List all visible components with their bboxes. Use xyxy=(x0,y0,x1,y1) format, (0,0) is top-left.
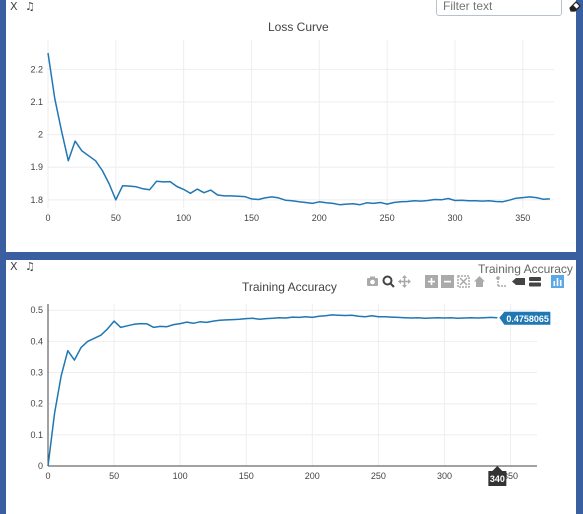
x-tick-label: 150 xyxy=(244,213,259,223)
x-tick-label: 100 xyxy=(173,471,188,481)
zoom-in-icon[interactable] xyxy=(425,274,438,288)
autoscale-icon[interactable] xyxy=(457,274,470,288)
hover-x-text: 340 xyxy=(490,474,505,484)
y-tick-label: 1.9 xyxy=(30,162,43,172)
x-tick-label: 100 xyxy=(176,213,191,223)
accuracy-chart: 0 50 100 150 200 250 300 350 0 0.1 0.2 0.3 0.4 0.5 0.4… xyxy=(30,304,551,486)
y-tick-label: 0 xyxy=(38,461,43,471)
x-tick-label: 200 xyxy=(312,213,327,223)
zoom-icon[interactable] xyxy=(382,275,395,288)
y-tick-label: 2.1 xyxy=(30,97,43,107)
x-tick-label: 250 xyxy=(380,213,395,223)
y-tick-label: 2.2 xyxy=(30,64,43,74)
hover-closest-icon[interactable] xyxy=(512,275,525,288)
y-tick-label: 0.5 xyxy=(30,305,43,315)
series-line xyxy=(47,52,550,206)
loss-panel: X ♫ Loss Curve 0 50 100 150 200 250 300 350 1.8 1… xyxy=(6,0,581,252)
series-line xyxy=(47,314,498,467)
panel-controls: X ♫ xyxy=(10,260,39,273)
spike-lines-icon[interactable] xyxy=(496,275,509,288)
x-tick-label: 0 xyxy=(45,213,50,223)
x-tick-label: 150 xyxy=(239,471,254,481)
y-tick-label: 0.3 xyxy=(30,368,43,378)
chart-title: Training Accuracy xyxy=(242,280,337,294)
hover-x-label: 340 xyxy=(488,466,507,486)
x-tick-label: 350 xyxy=(503,471,518,481)
hover-value-label: 0.4758065 xyxy=(499,311,551,325)
eraser-icon[interactable] xyxy=(568,0,582,12)
x-tick-label: 350 xyxy=(515,213,530,223)
x-tick-label: 200 xyxy=(305,471,320,481)
x-tick-label: 50 xyxy=(109,471,119,481)
home-icon[interactable] xyxy=(473,275,486,288)
pan-icon[interactable] xyxy=(398,274,411,288)
hover-x-box xyxy=(488,466,507,486)
y-tick-label: 0.1 xyxy=(30,430,43,440)
close-button[interactable]: X xyxy=(10,0,18,13)
y-tick-label: 2 xyxy=(38,130,43,140)
truncated-title-text: Training Accuracy xyxy=(478,262,573,276)
panel-controls: X ♫ xyxy=(10,0,39,13)
y-tick-label: 0.2 xyxy=(30,399,43,409)
y-tick-label: 1.8 xyxy=(30,195,43,205)
hover-value-box xyxy=(499,311,551,325)
loss-chart: 0 50 100 150 200 250 300 350 1.8 1.9 2 2.1 2.2 xyxy=(30,40,554,223)
x-tick-label: 300 xyxy=(437,471,452,481)
filter-text-input[interactable] xyxy=(436,0,562,16)
camera-icon[interactable] xyxy=(366,275,379,288)
x-tick-label: 250 xyxy=(371,471,386,481)
close-button[interactable]: X xyxy=(10,260,18,273)
plot-modebar xyxy=(366,274,564,288)
zoom-out-icon[interactable] xyxy=(441,274,454,288)
music-icon[interactable]: ♫ xyxy=(25,0,35,13)
hover-compare-icon[interactable] xyxy=(528,275,541,288)
x-tick-label: 300 xyxy=(447,213,462,223)
y-tick-label: 0.4 xyxy=(30,336,43,346)
accuracy-panel: X ♫ Training Accuracy Training Accuracy … xyxy=(6,260,576,514)
plotly-logo-icon[interactable] xyxy=(551,274,564,288)
x-tick-label: 0 xyxy=(45,471,50,481)
x-tick-label: 50 xyxy=(111,213,121,223)
chart-title: Loss Curve xyxy=(268,20,329,34)
hover-value-text: 0.4758065 xyxy=(506,314,549,324)
music-icon[interactable]: ♫ xyxy=(25,260,35,273)
